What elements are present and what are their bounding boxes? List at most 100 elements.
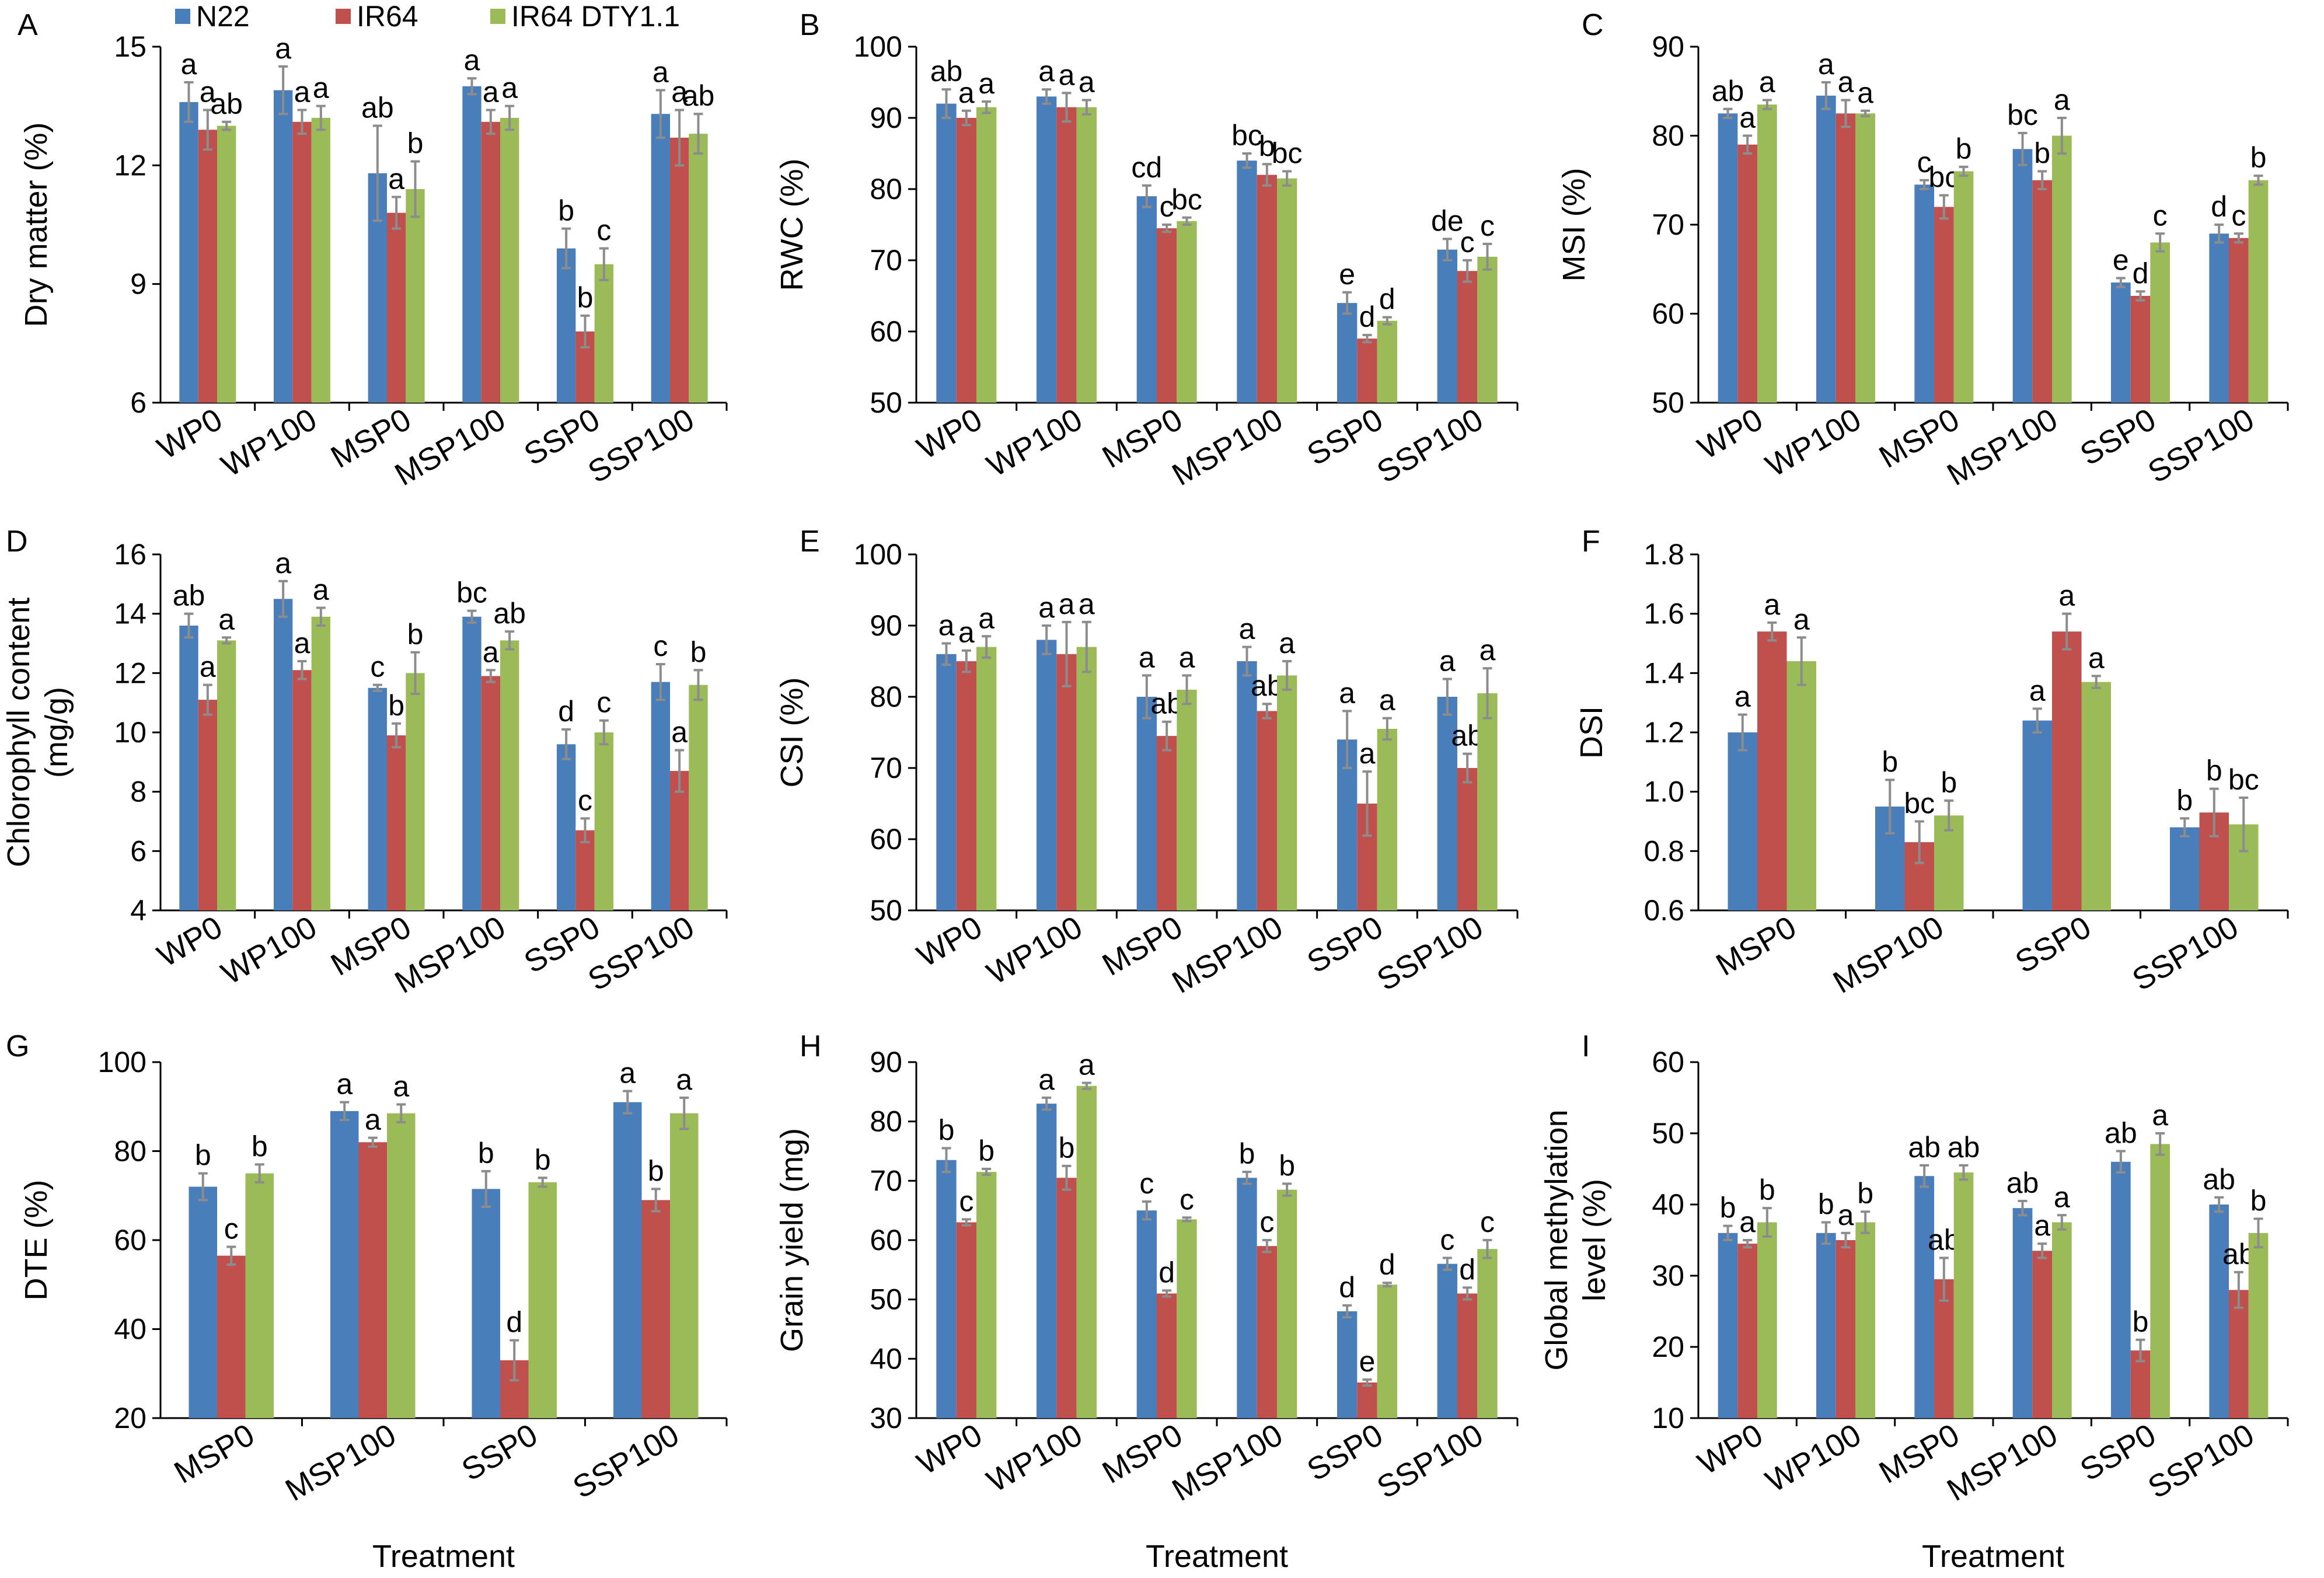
bar	[2170, 827, 2200, 910]
y-tick-label: 1.8	[1643, 538, 1684, 571]
significance-label: bc	[1231, 119, 1262, 152]
y-tick-label: 1.0	[1643, 776, 1684, 808]
bar	[2081, 682, 2111, 910]
significance-label: a	[1838, 66, 1854, 99]
significance-label: bc	[1171, 183, 1202, 216]
bar	[2032, 180, 2052, 403]
bar	[670, 1113, 699, 1418]
y-tick-label: 100	[854, 538, 902, 571]
y-axis-label: Dry matter (%)	[19, 123, 54, 327]
significance-label: a	[2054, 83, 2070, 116]
bar	[387, 212, 406, 403]
bar	[387, 735, 406, 910]
legend-swatch	[490, 9, 505, 24]
significance-label: c	[1160, 190, 1174, 223]
y-tick-label: 50	[870, 894, 902, 927]
bar	[1237, 160, 1257, 403]
bar	[2229, 1290, 2249, 1418]
y-tick-label: 70	[870, 1164, 902, 1197]
significance-label: a	[483, 75, 499, 108]
bar	[1934, 207, 1954, 403]
bar	[557, 744, 576, 910]
bar	[1177, 221, 1197, 403]
bar	[1076, 107, 1097, 403]
bar	[936, 654, 957, 910]
significance-label: a	[1179, 641, 1195, 673]
y-tick-label: 90	[870, 102, 902, 134]
significance-label: b	[1956, 132, 1972, 165]
significance-label: b	[2250, 141, 2267, 174]
bar	[217, 1255, 246, 1418]
significance-label: a	[652, 56, 669, 89]
bar	[651, 114, 670, 403]
significance-label: a	[1759, 66, 1775, 99]
significance-label: a	[1439, 645, 1456, 678]
significance-label: c	[596, 686, 611, 719]
y-tick-label: 1.4	[1643, 657, 1684, 689]
y-tick-label: 15	[114, 30, 146, 63]
significance-label: ab	[493, 597, 526, 630]
significance-label: d	[558, 695, 574, 728]
significance-label: d	[2211, 190, 2227, 223]
significance-label: a	[336, 1068, 353, 1101]
panel-letter: C	[1582, 8, 1604, 42]
x-tick-label: WP0	[911, 909, 987, 973]
bar	[1257, 174, 1277, 403]
bar	[2248, 180, 2269, 403]
significance-label: b	[558, 194, 574, 227]
bar	[387, 1113, 416, 1418]
bar	[1836, 113, 1856, 403]
bar	[670, 771, 689, 910]
significance-label: e	[2113, 244, 2129, 277]
y-axis-label: MSI (%)	[1557, 168, 1592, 282]
bar	[2012, 149, 2033, 403]
significance-label: b	[1239, 1137, 1255, 1170]
significance-label: d	[1158, 1256, 1175, 1289]
bar	[330, 1111, 359, 1418]
significance-label: a	[1793, 603, 1810, 636]
significance-label: b	[1759, 1174, 1775, 1206]
bar	[689, 685, 708, 910]
legend-swatch	[336, 9, 351, 24]
bar	[1477, 1249, 1498, 1418]
y-tick-label: 12	[114, 149, 146, 181]
significance-label: a	[671, 75, 688, 108]
bar	[689, 134, 708, 403]
significance-label: ab	[1712, 75, 1744, 107]
significance-label: a	[1739, 1206, 1756, 1238]
significance-label: a	[275, 32, 291, 65]
x-tick-label: SSP100	[1371, 402, 1489, 490]
bar	[368, 687, 387, 910]
x-tick-label: WP100	[1760, 402, 1866, 484]
bar	[1728, 732, 1757, 910]
bar	[1277, 1189, 1297, 1418]
bar	[1177, 689, 1197, 910]
bar	[1056, 1178, 1077, 1418]
bar	[462, 86, 481, 403]
significance-label: a	[464, 44, 480, 76]
bar	[2150, 242, 2170, 403]
y-tick-label: 80	[870, 1105, 902, 1138]
x-tick-label: SSP100	[2142, 1417, 2260, 1505]
bar	[613, 1102, 642, 1418]
significance-label: d	[2133, 257, 2149, 289]
bar	[2130, 296, 2151, 403]
significance-label: b	[1818, 1188, 1834, 1221]
bar	[406, 189, 425, 403]
significance-label: ab	[210, 88, 243, 120]
significance-label: a	[1339, 676, 1355, 709]
bar	[1257, 1246, 1277, 1418]
y-tick-label: 0.8	[1643, 835, 1684, 867]
significance-label: b	[2034, 137, 2050, 170]
significance-label: b	[2206, 755, 2222, 787]
legend-swatch	[175, 9, 190, 24]
y-tick-label: 4	[130, 894, 146, 927]
bar	[1056, 107, 1077, 403]
y-tick-label: 60	[114, 1224, 146, 1256]
significance-label: c	[1480, 210, 1495, 242]
bar	[311, 118, 330, 403]
x-tick-label: WP100	[215, 402, 322, 484]
significance-label: a	[200, 651, 216, 683]
